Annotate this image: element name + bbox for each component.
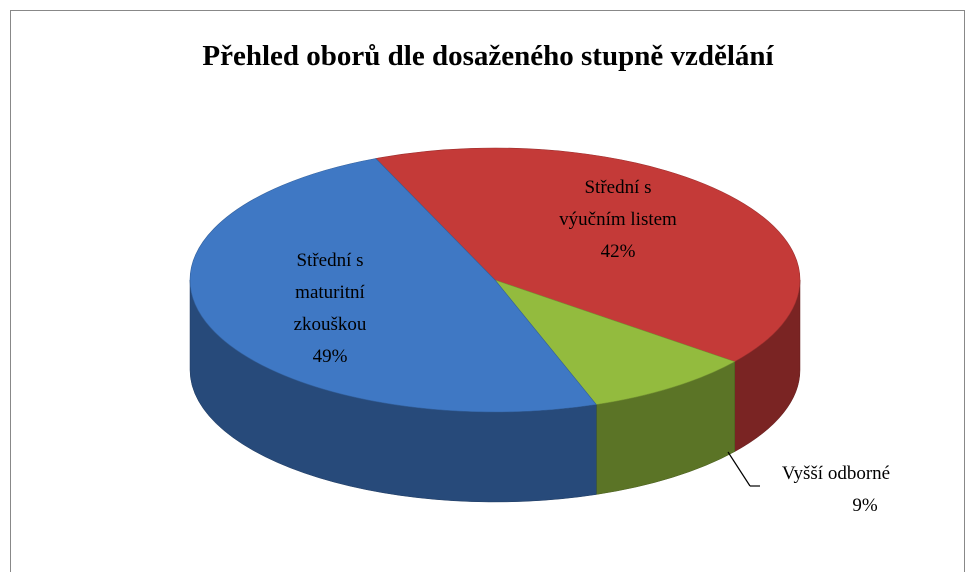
slice bbox=[375, 147, 801, 362]
slice-label: Vyšší odborné 9% bbox=[751, 458, 921, 522]
chart-frame bbox=[10, 10, 965, 572]
category-label: Střední s výučním listem bbox=[559, 177, 677, 230]
value-label: 9% bbox=[852, 495, 878, 516]
slice-label: Střední s výučním listem 42% bbox=[554, 172, 682, 268]
slice-label: Střední s maturitní zkouškou 49% bbox=[280, 245, 380, 373]
leader-line bbox=[727, 451, 751, 487]
chart-title: Přehled oborů dle dosaženého stupně vzdě… bbox=[202, 40, 774, 72]
value-label: 42% bbox=[600, 241, 636, 262]
category-label: Vyšší odborné bbox=[781, 463, 891, 484]
slice bbox=[189, 158, 597, 413]
category-label: Střední s maturitní zkouškou bbox=[293, 250, 367, 335]
slice bbox=[494, 279, 736, 405]
pie-group bbox=[189, 147, 801, 503]
value-label: 49% bbox=[312, 346, 348, 367]
top-layer bbox=[189, 147, 801, 413]
